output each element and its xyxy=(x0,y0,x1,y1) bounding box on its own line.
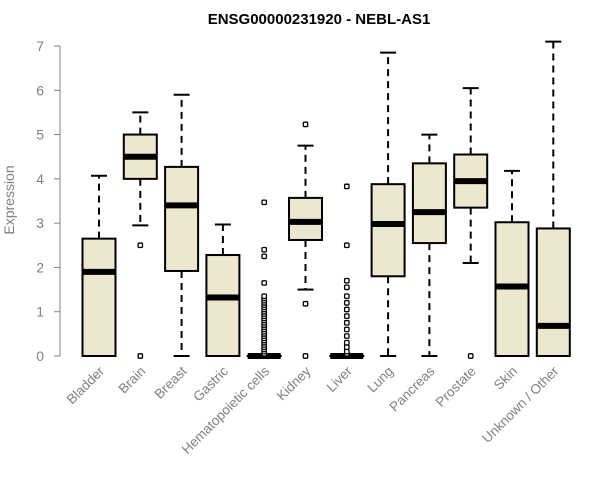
x-tick-label: Gastric xyxy=(190,363,231,404)
y-tick-label: 0 xyxy=(36,348,44,364)
outlier-point xyxy=(343,344,350,350)
y-axis: 0 1 2 3 4 5 6 7 xyxy=(36,38,61,364)
box-body xyxy=(205,254,241,357)
outlier-point xyxy=(343,277,350,284)
outlier-point xyxy=(302,121,309,128)
x-tick-label: Liver xyxy=(324,363,356,395)
outlier-point xyxy=(261,293,268,300)
box-breast xyxy=(164,93,200,357)
outlier-point xyxy=(343,339,350,346)
outlier-point xyxy=(343,306,350,313)
y-tick-label: 6 xyxy=(36,82,44,98)
box-kidney xyxy=(288,121,323,359)
outlier-point xyxy=(302,300,309,307)
y-tick-label: 2 xyxy=(36,259,44,275)
boxes-group xyxy=(81,40,571,359)
box-body xyxy=(370,183,406,278)
outlier-point xyxy=(343,319,350,326)
x-tick-label: Unknown / Other xyxy=(479,363,562,446)
y-tick-label: 4 xyxy=(36,171,44,187)
box-body xyxy=(535,227,571,357)
outlier-point xyxy=(261,253,268,260)
x-tick-label: Lung xyxy=(364,364,396,396)
box-liver xyxy=(329,183,365,359)
x-tick-label: Bladder xyxy=(64,363,108,407)
box-brain xyxy=(122,111,158,359)
box-hematopoietic-cells xyxy=(246,199,282,359)
y-tick-label: 3 xyxy=(36,215,44,231)
outlier-point xyxy=(261,280,268,286)
outlier-point xyxy=(343,183,350,190)
x-tick-label: Breast xyxy=(152,363,190,401)
x-tick-label: Kidney xyxy=(274,363,314,403)
box-pancreas xyxy=(411,133,447,357)
box-body xyxy=(81,237,117,357)
outlier-point xyxy=(343,242,350,249)
outlier-point xyxy=(137,353,144,359)
outlier-point xyxy=(343,333,350,339)
chart-title: ENSG00000231920 - NEBL-AS1 xyxy=(208,11,431,28)
outlier-point xyxy=(343,313,350,319)
outlier-point xyxy=(302,353,309,359)
outlier-point xyxy=(343,284,350,291)
box-bladder xyxy=(81,174,117,357)
box-gastric xyxy=(205,223,241,357)
x-tick-label: Brain xyxy=(116,364,149,397)
outlier-point xyxy=(467,353,474,359)
y-tick-label: 7 xyxy=(36,38,44,54)
x-tick-label: Skin xyxy=(491,364,520,393)
x-tick-label: Prostate xyxy=(433,364,479,410)
outlier-point xyxy=(343,326,350,333)
y-tick-label: 5 xyxy=(36,127,44,143)
outlier-point xyxy=(261,199,268,206)
y-axis-label: Expression xyxy=(1,165,17,234)
outlier-point xyxy=(261,246,268,253)
box-lung xyxy=(370,51,406,357)
box-body xyxy=(411,162,447,245)
box-prostate xyxy=(453,87,489,359)
outlier-point xyxy=(343,348,350,355)
x-tick-label: Pancreas xyxy=(387,363,438,414)
y-tick-label: 1 xyxy=(36,304,44,320)
box-unknown-other xyxy=(535,40,571,357)
outlier-point xyxy=(137,242,144,249)
outlier-point xyxy=(343,293,350,300)
box-skin xyxy=(494,169,530,357)
outlier-point xyxy=(343,300,350,306)
box-body xyxy=(164,165,200,272)
